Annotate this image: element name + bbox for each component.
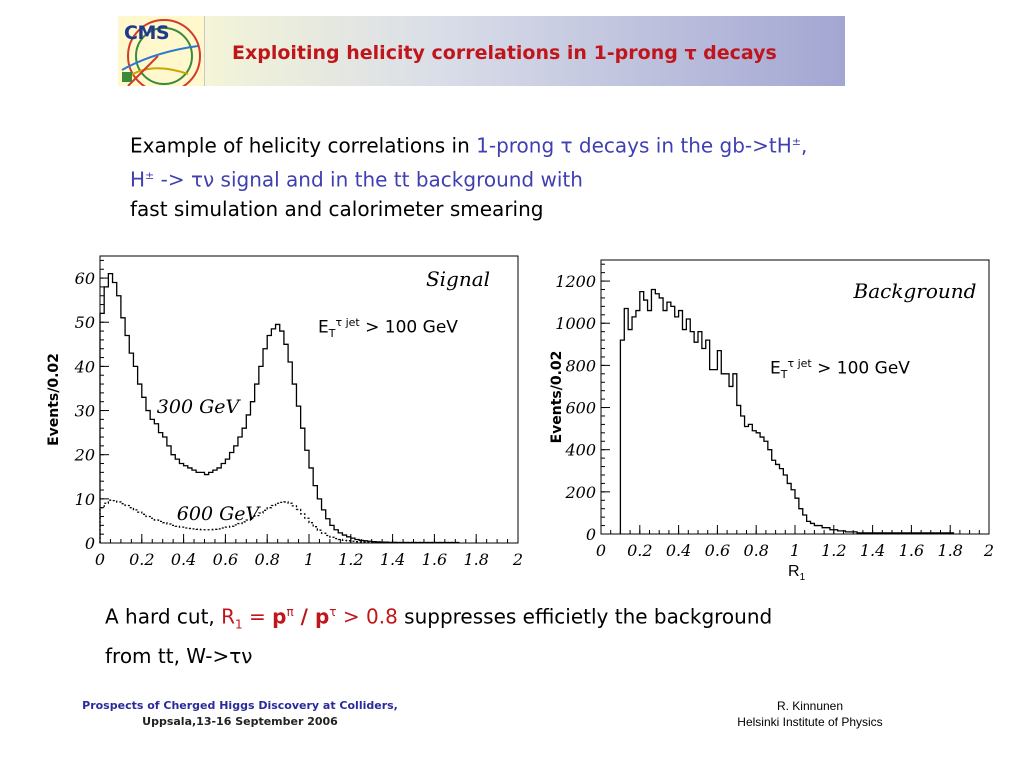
background-chart: 0 0.2 0.4 0.6 0.8 1 1.2 1.4 1.6 1.8 2 0 200 400 600 800… — [549, 259, 994, 560]
x-tick-label: 1.4 — [860, 541, 885, 560]
x-tick-label: 1 — [304, 550, 314, 569]
r1-axis-label: R1 — [788, 563, 806, 584]
footer-author-institute: Helsinki Institute of Physics — [737, 715, 883, 729]
x-tick-label: 0.8 — [743, 541, 768, 560]
intro-text-2: 1-prong τ decays in the gb->tH — [476, 133, 792, 158]
x-tick-label: 2 — [512, 550, 523, 569]
y-tick-label: 30 — [75, 402, 95, 421]
x-tick-label: 1.6 — [899, 541, 924, 560]
signal-chart: 0 0.2 0.4 0.6 0.8 1 1.2 1.4 1.6 1.8 20102030405060… — [46, 255, 523, 569]
x-tick-label: 0 — [596, 541, 606, 560]
x-tick-label: 1.8 — [937, 541, 962, 560]
x-tick-label: 0.6 — [705, 541, 730, 560]
footer-author-name: R. Kinnunen — [776, 699, 844, 713]
x-tick-label: 0 — [95, 550, 105, 569]
footer-author: R. Kinnunen Helsinki Institute of Physic… — [710, 698, 910, 730]
series-label: 300 GeV — [157, 396, 242, 418]
series-line — [99, 499, 460, 544]
y-tick-label: 0 — [586, 525, 596, 544]
conclusion-paragraph: A hard cut, R1 = pπ / pτ > 0.8 suppresse… — [105, 604, 773, 668]
intro-paragraph: Example of helicity correlations in 1-pr… — [130, 127, 830, 224]
cms-logo: CMS — [118, 16, 205, 86]
x-tick-label: 1 — [790, 541, 800, 560]
footer-conference: Prospects of Cherged Higgs Discovery at … — [82, 698, 398, 730]
intro-text-1: Example of helicity correlations in — [130, 133, 477, 158]
signal-et-cut-label: ETτ jet > 100 GeV — [318, 316, 458, 341]
series-line — [99, 273, 460, 544]
series-line — [619, 288, 955, 534]
x-tick-label: 0.6 — [213, 550, 238, 569]
y-tick-label: 10 — [75, 490, 95, 509]
page-title: Exploiting helicity correlations in 1-pr… — [232, 42, 777, 64]
y-tick-label: 800 — [565, 356, 596, 375]
x-tick-label: 2 — [983, 541, 994, 560]
y-tick-label: 0 — [85, 534, 95, 553]
intro-text-5: fast simulation and calorimeter smearing — [130, 197, 544, 222]
cms-logo-graphic — [121, 19, 201, 86]
y-tick-label: 1200 — [555, 272, 596, 291]
x-tick-label: 1.4 — [380, 550, 405, 569]
y-tick-label: 40 — [74, 357, 95, 376]
x-tick-label: 0.4 — [666, 541, 691, 560]
x-tick-label: 1.2 — [338, 550, 363, 569]
x-tick-label: 1.8 — [463, 550, 488, 569]
y-axis-label: Events/0.02 — [549, 351, 565, 444]
series-label: 600 GeV — [177, 503, 262, 525]
chart-title: Signal — [426, 267, 490, 291]
footer-conference-title: Prospects of Cherged Higgs Discovery at … — [82, 699, 398, 712]
x-tick-label: 0.2 — [627, 541, 652, 560]
chart-title: Background — [853, 279, 977, 303]
x-tick-label: 0.8 — [254, 550, 279, 569]
y-tick-label: 600 — [565, 399, 596, 418]
y-tick-label: 50 — [75, 313, 95, 332]
background-et-cut-label: ETτ jet > 100 GeV — [770, 357, 910, 382]
footer-conference-date: Uppsala,13-16 September 2006 — [142, 715, 338, 728]
intro-text-3: , H — [130, 133, 808, 192]
y-tick-label: 200 — [564, 483, 596, 502]
x-tick-label: 0.4 — [171, 550, 196, 569]
y-tick-label: 400 — [564, 441, 596, 460]
y-axis-label: Events/0.02 — [46, 353, 62, 446]
x-tick-label: 1.6 — [422, 550, 447, 569]
y-tick-label: 20 — [74, 446, 95, 465]
logo-text: CMS — [124, 22, 170, 44]
x-tick-label: 0.2 — [129, 550, 154, 569]
intro-text-4: -> τν signal and in the tt background wi… — [154, 167, 583, 192]
y-tick-label: 60 — [75, 269, 95, 288]
intro-pm-1: ± — [791, 135, 802, 148]
y-tick-label: 1000 — [555, 314, 596, 333]
intro-pm-2: ± — [145, 168, 155, 182]
title-bar — [118, 16, 845, 86]
x-tick-label: 1.2 — [821, 541, 846, 560]
